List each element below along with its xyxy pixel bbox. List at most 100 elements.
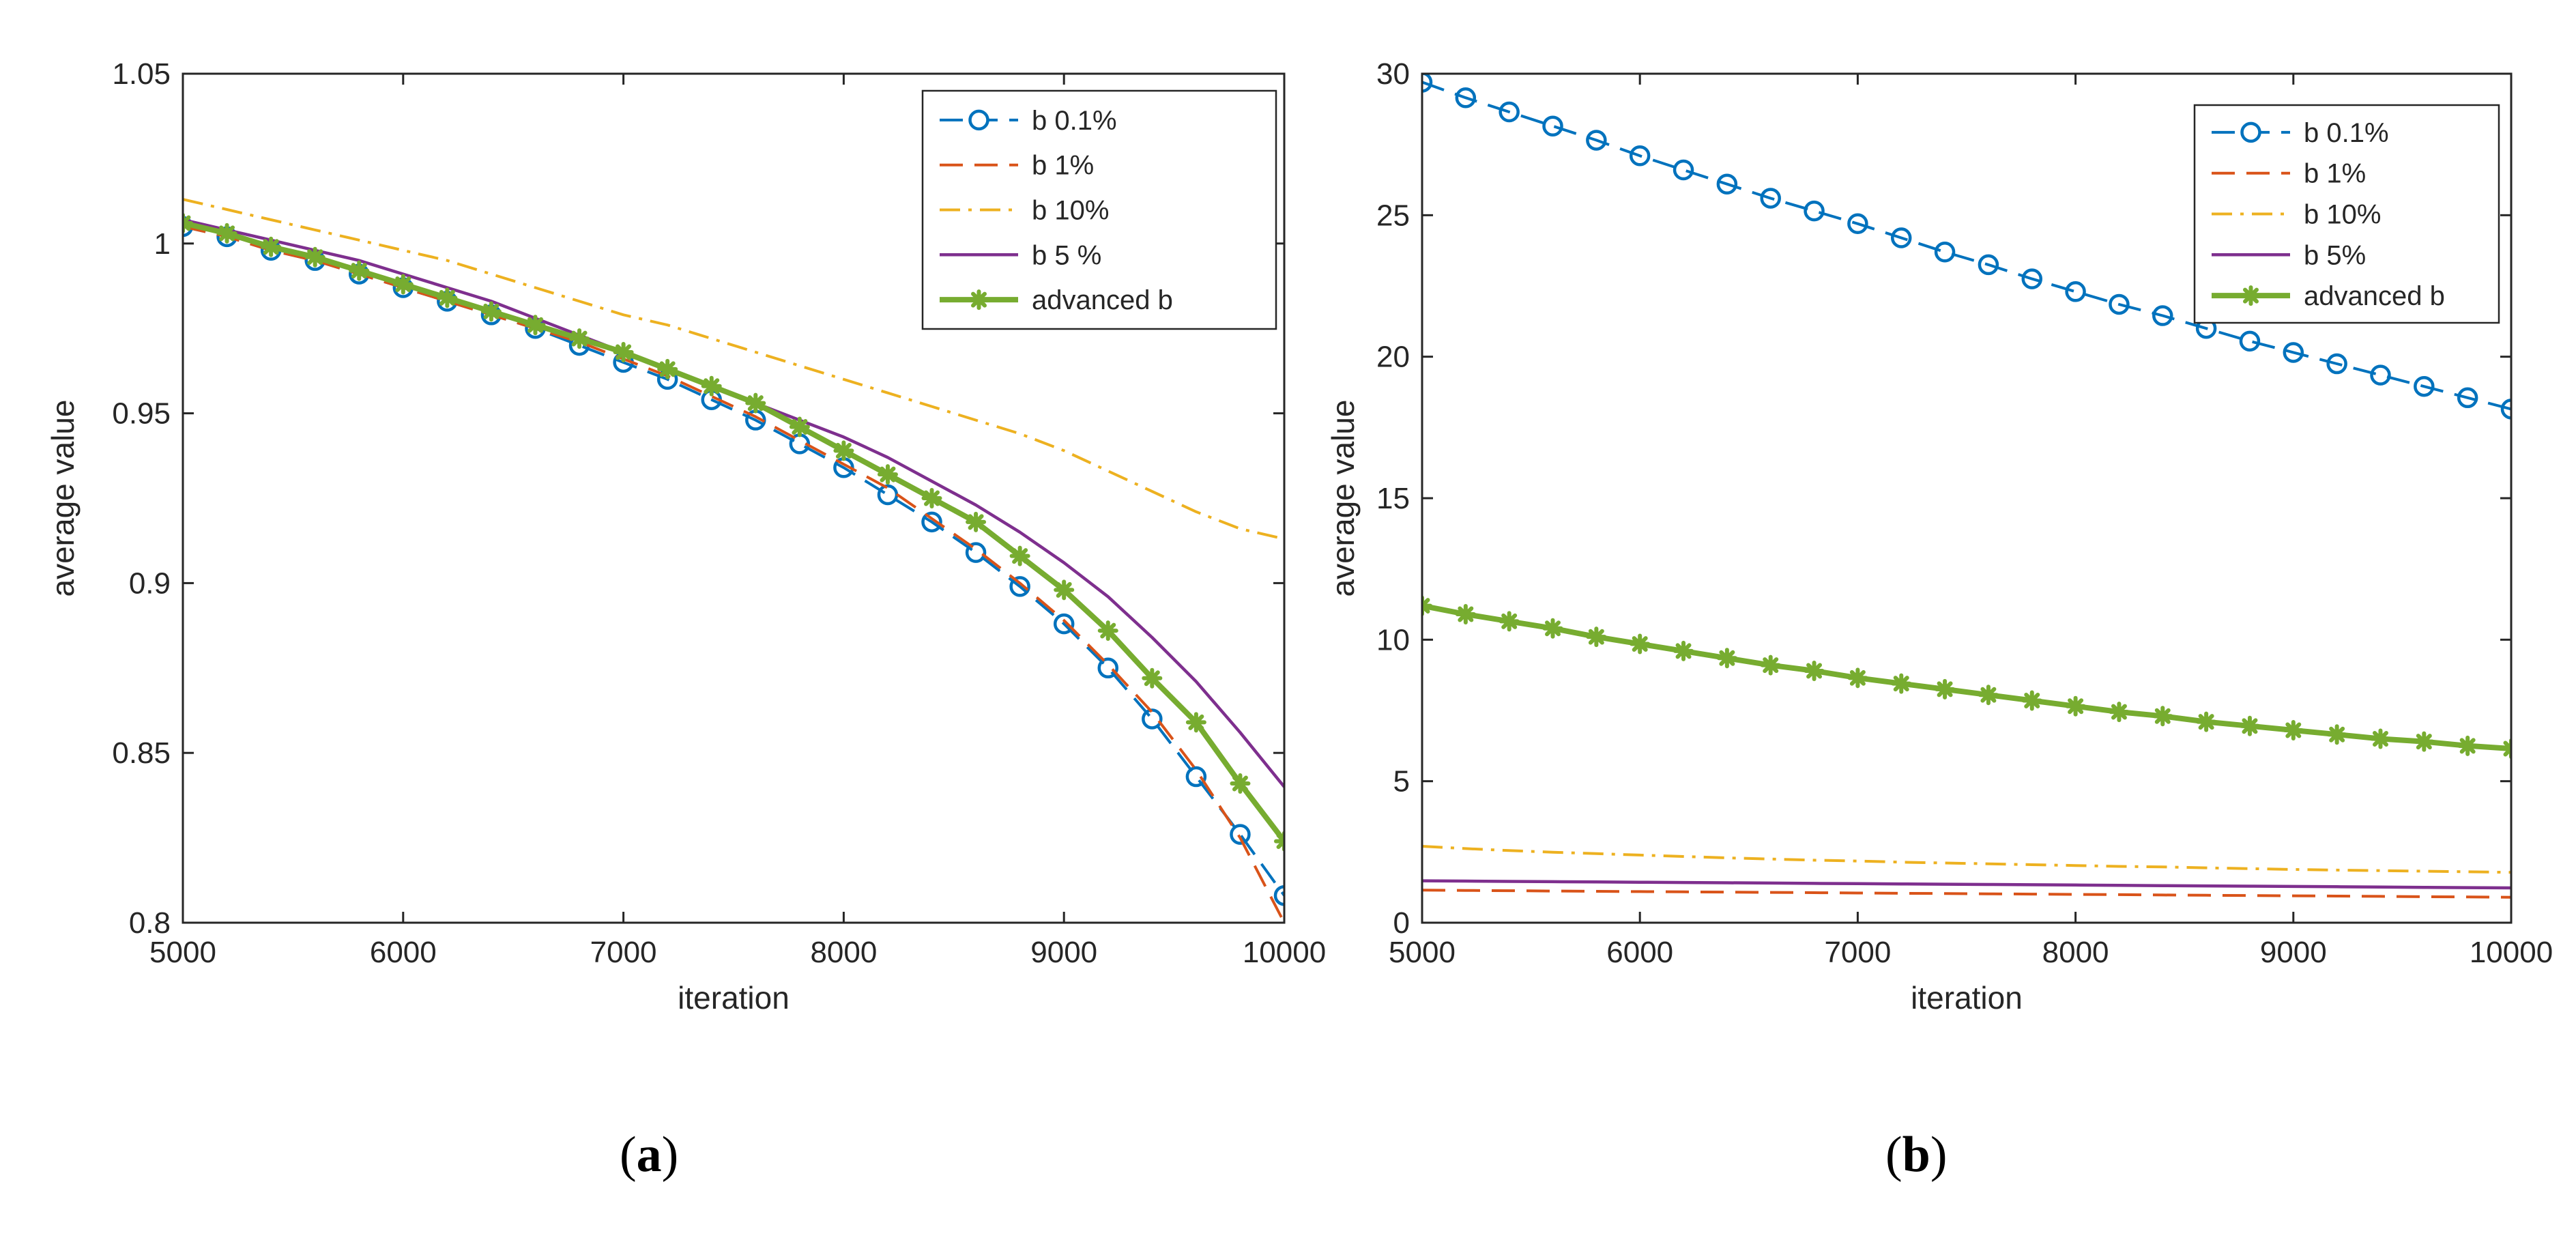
panel-b-point-0-12 bbox=[1934, 241, 1956, 263]
panel-b-point-4-0 bbox=[1422, 595, 1432, 616]
panel-b-point-0-0 bbox=[1422, 74, 1433, 93]
panel-a-point-4-22 bbox=[1142, 667, 1163, 689]
panel-b-series-line-3 bbox=[1422, 879, 2511, 890]
panel-a-point-4-24 bbox=[1230, 773, 1251, 794]
panel-a-ytick-label: 0.95 bbox=[112, 397, 171, 431]
panel-a-legend: b 0.1% b 1% b 10% b 5 % advanced b bbox=[921, 89, 1277, 330]
panel-a-series-4 bbox=[183, 212, 1284, 852]
panel-b-ylabel: average value bbox=[1325, 400, 1361, 597]
panel-a-point-4-11 bbox=[657, 358, 678, 379]
panel-b-point-4-18 bbox=[2196, 711, 2217, 732]
panel-a-xlabel: iteration bbox=[678, 980, 790, 1016]
panel-a-point-0-22 bbox=[1142, 708, 1163, 730]
panel-b-legend-label-3: b 5% bbox=[2304, 240, 2366, 270]
panel-a-point-0-18 bbox=[965, 542, 987, 563]
panel-b-ytick-label: 30 bbox=[1376, 57, 1410, 91]
panel-b-xtick-label: 6000 bbox=[1606, 936, 1673, 969]
panel-b-point-4-23 bbox=[2414, 731, 2435, 752]
panel-b-point-4-14 bbox=[2021, 690, 2042, 711]
panel-b-legend-label-4: advanced b bbox=[2304, 281, 2445, 311]
panel-b-legend-label-2: b 10% bbox=[2304, 200, 2381, 230]
panel-b-point-0-21 bbox=[2326, 353, 2347, 375]
panel-b-point-4-11 bbox=[1891, 673, 1912, 694]
panel-a-point-4-12 bbox=[701, 375, 722, 397]
panel-a-ytick-label: 0.85 bbox=[112, 736, 171, 770]
panel-b-point-0-11 bbox=[1890, 227, 1912, 248]
panel-b-point-0-13 bbox=[1978, 254, 1999, 276]
panel-a-point-4-2 bbox=[261, 236, 282, 257]
panel-a-ytick-label: 0.9 bbox=[129, 566, 171, 600]
panel-a-point-4-21 bbox=[1097, 620, 1118, 642]
panel-b-point-0-25 bbox=[2500, 399, 2511, 420]
panel-b-point-4-19 bbox=[2239, 715, 2260, 736]
panel-b-point-0-1 bbox=[1455, 87, 1477, 109]
panel-b-point-4-13 bbox=[1978, 685, 1999, 706]
panel-b-point-0-7 bbox=[1716, 173, 1738, 195]
panel-b-point-0-17 bbox=[2152, 305, 2173, 326]
panel-b-series-line-1 bbox=[1422, 889, 2511, 899]
panel-b-point-0-19 bbox=[2239, 330, 2261, 352]
panel-a-series-2 bbox=[183, 198, 1284, 541]
panel-a-series-line-2 bbox=[183, 198, 1284, 541]
panel-a-point-4-15 bbox=[833, 440, 854, 461]
panel-b-ytick-label: 10 bbox=[1376, 623, 1410, 657]
panel-a-chart: 5000 6000 7000 8000 9000 10000 0.8 0.85 0.9 0.95 1… bbox=[45, 57, 1326, 1016]
panel-b-legend-marker-4 bbox=[2240, 285, 2261, 306]
panel-a-legend-label-2: b 10% bbox=[1032, 196, 1109, 226]
panel-b-point-4-16 bbox=[2109, 702, 2130, 723]
panel-a-point-4-1 bbox=[216, 222, 237, 244]
panel-a-point-4-4 bbox=[349, 260, 370, 281]
panel-a-legend-label-4: advanced b bbox=[1032, 285, 1173, 315]
panel-b-legend-label-1: b 1% bbox=[2304, 159, 2366, 189]
panel-a-legend-label-1: b 1% bbox=[1032, 151, 1094, 181]
panel-a-ytick-label: 1 bbox=[154, 227, 171, 261]
panel-a-legend-marker-4 bbox=[968, 289, 989, 311]
panel-b-point-0-2 bbox=[1499, 101, 1520, 123]
panel-b-point-4-25 bbox=[2501, 738, 2511, 759]
panel-a-point-4-19 bbox=[1009, 545, 1030, 566]
panel-a-point-4-16 bbox=[877, 464, 898, 485]
panel-b-point-0-14 bbox=[2021, 268, 2043, 289]
panel-a-point-4-20 bbox=[1054, 579, 1075, 601]
panel-b-ytick-label: 0 bbox=[1393, 906, 1410, 940]
panel-a-xtick-label: 10000 bbox=[1243, 936, 1326, 969]
panel-b-point-4-2 bbox=[1499, 611, 1520, 632]
panel-b-series-3 bbox=[1422, 879, 2511, 890]
panel-a-point-4-8 bbox=[525, 315, 546, 336]
panel-a-ytick-label: 0.8 bbox=[129, 906, 171, 940]
panel-b-xtick-label: 7000 bbox=[1824, 936, 1891, 969]
panel-b-series-4 bbox=[1422, 595, 2511, 759]
panel-b-point-0-20 bbox=[2283, 342, 2304, 363]
panel-b-point-4-5 bbox=[1630, 633, 1651, 654]
panel-b-ytick-label: 20 bbox=[1376, 341, 1410, 374]
panel-b-point-4-12 bbox=[1935, 678, 1956, 700]
panel-b-xlabel: iteration bbox=[1911, 980, 2023, 1016]
panel-b-point-0-5 bbox=[1629, 145, 1651, 167]
caption-a-letter: a bbox=[636, 1127, 662, 1183]
panel-a-point-4-9 bbox=[569, 328, 590, 349]
panel-b-point-4-8 bbox=[1760, 654, 1781, 676]
panel-b-xtick-label: 9000 bbox=[2260, 936, 2327, 969]
panel-a-xtick-label: 7000 bbox=[590, 936, 657, 969]
panel-a-point-4-23 bbox=[1185, 712, 1206, 733]
panel-a-point-4-10 bbox=[613, 342, 634, 363]
panel-b-point-4-22 bbox=[2370, 728, 2391, 749]
panel-b-point-4-7 bbox=[1716, 648, 1737, 669]
panel-b-xtick-label: 10000 bbox=[2470, 936, 2553, 969]
panel-a-ylabel: average value bbox=[45, 400, 81, 597]
panel-b-legend-marker-0 bbox=[2240, 121, 2261, 143]
panel-b-point-0-3 bbox=[1542, 115, 1563, 136]
panel-b-legend: b 0.1% b 1% b 10% b 5% advanced b bbox=[2193, 104, 2500, 324]
panel-b-point-0-15 bbox=[2065, 281, 2086, 302]
panel-b-point-4-9 bbox=[1804, 660, 1825, 681]
panel-a-point-0-25 bbox=[1273, 884, 1284, 906]
panel-a-point-4-0 bbox=[183, 212, 193, 233]
panel-a-point-4-7 bbox=[480, 301, 502, 322]
panel-a-xtick-label: 8000 bbox=[810, 936, 877, 969]
panel-a-point-4-25 bbox=[1274, 831, 1284, 852]
panel-a-point-0-20 bbox=[1053, 613, 1075, 635]
panel-a-legend-label-0: b 0.1% bbox=[1032, 106, 1117, 136]
panel-b-point-0-4 bbox=[1586, 130, 1607, 151]
panel-b-point-4-21 bbox=[2326, 724, 2347, 745]
panel-a-xtick-label: 6000 bbox=[370, 936, 437, 969]
